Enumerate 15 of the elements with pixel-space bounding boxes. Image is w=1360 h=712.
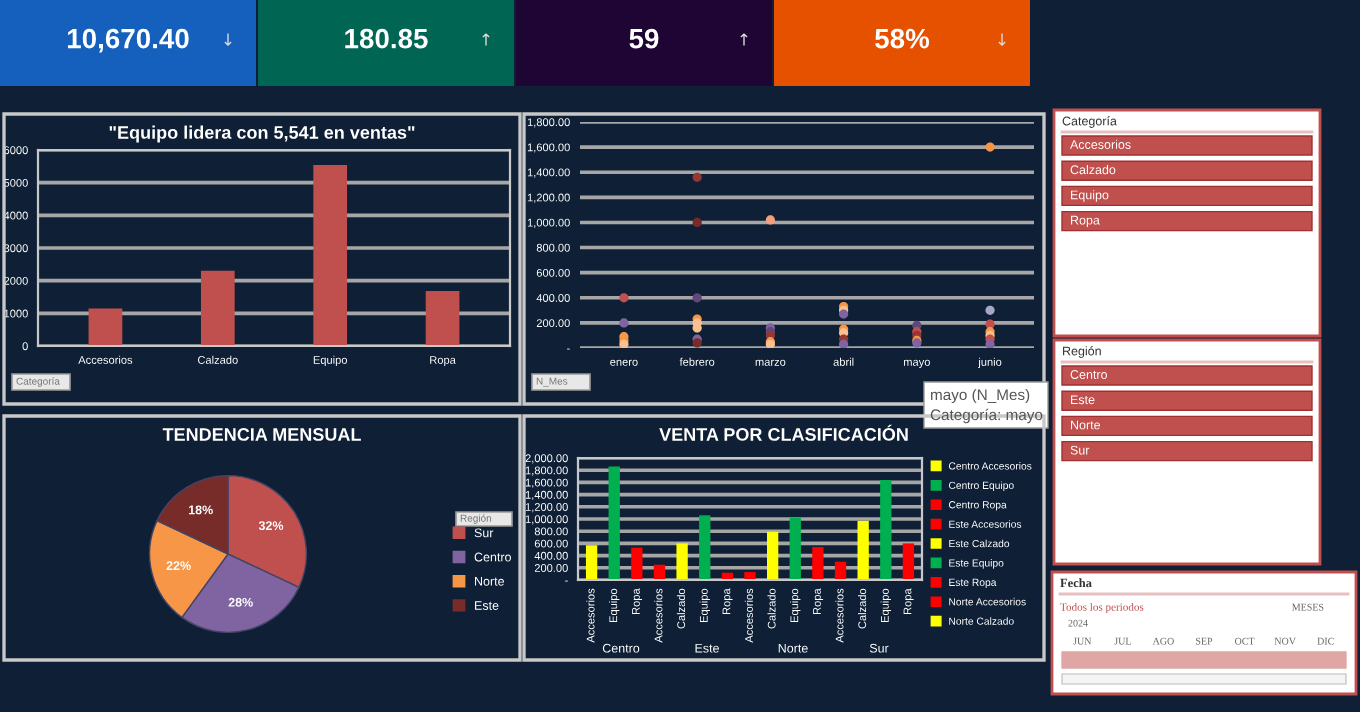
text: ↑ [740,33,748,46]
chart-title: TENDENCIA MENSUAL [162,428,361,441]
chart-title: "Equipo lidera con 5,541 en ventas" [109,125,415,143]
text: 10,670.40 [67,28,189,53]
bar [88,308,123,346]
text: ↓ [998,33,1006,46]
text: 58% [875,28,930,49]
text: 180.85 [345,28,428,49]
bar [313,164,348,346]
bar [200,270,235,346]
text: 59 [629,28,659,49]
chart-title: VENTA POR CLASIFICACIÓN [659,424,908,441]
text: ↑ [482,33,490,46]
bar [425,291,460,346]
text: ↓ [224,33,232,46]
